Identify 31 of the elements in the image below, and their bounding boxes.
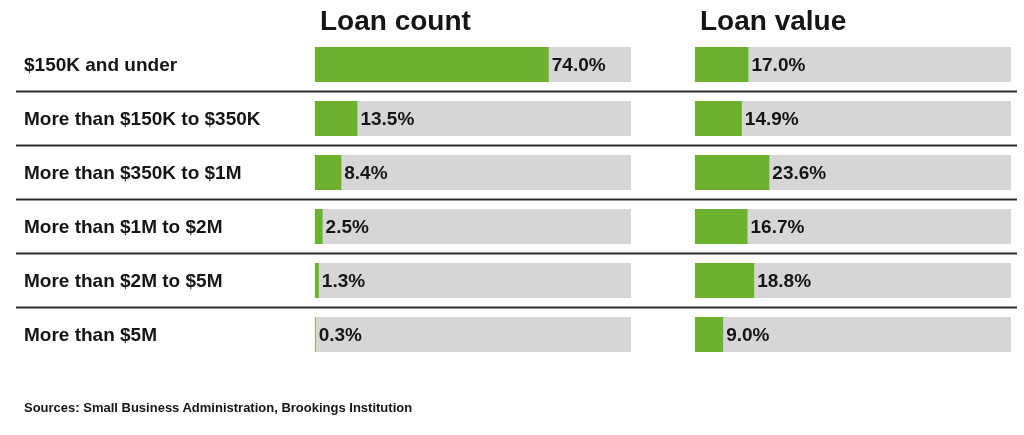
bar: [314, 208, 323, 245]
y-tick-label: $150K and under: [24, 54, 178, 75]
y-tick-label: More than $1M to $2M: [24, 216, 223, 237]
bar: [694, 208, 748, 245]
chart-title: Loan value: [700, 5, 847, 36]
bar: [314, 154, 342, 191]
chart-title: Loan count: [320, 5, 471, 36]
data-label: 0.3%: [318, 324, 363, 345]
bar: [694, 262, 755, 299]
source-note: Sources: Small Business Administration, Brookings Institution: [24, 400, 413, 415]
data-label: 13.5%: [360, 108, 415, 129]
data-label: 17.0%: [751, 54, 806, 75]
data-label: 2.5%: [325, 216, 370, 237]
data-label: 16.7%: [750, 216, 805, 237]
data-label: 9.0%: [726, 324, 770, 345]
y-tick-label: More than $150K to $350K: [24, 108, 261, 129]
y-tick-label: More than $5M: [24, 324, 158, 345]
bar: [694, 46, 749, 83]
bar: [694, 100, 742, 137]
data-label: 8.4%: [344, 162, 388, 183]
bar: [314, 262, 319, 299]
bar: [314, 100, 358, 137]
y-tick-label: More than $350K to $1M: [24, 162, 242, 183]
bar: [694, 316, 724, 353]
data-label: 1.3%: [321, 270, 366, 291]
data-label: 14.9%: [744, 108, 799, 129]
data-label: 74.0%: [551, 54, 606, 75]
data-label: 23.6%: [772, 162, 827, 183]
y-tick-label: More than $2M to $5M: [24, 270, 223, 291]
bar: [694, 154, 770, 191]
data-label: 18.8%: [757, 270, 812, 291]
